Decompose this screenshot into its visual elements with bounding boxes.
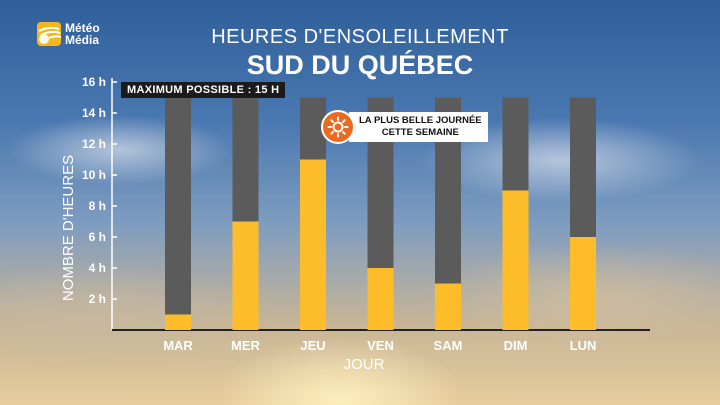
y-axis-label: NOMBRE D'HEURES [60, 155, 77, 301]
best-day-line-2: CETTE SEMAINE [381, 127, 459, 138]
sunshine-bar [232, 221, 259, 330]
sunshine-bar [367, 268, 394, 330]
x-axis-label: JOUR [344, 356, 385, 373]
sun-logo-icon [37, 22, 61, 46]
y-tick-label: 16 h [82, 75, 106, 89]
chart-title: HEURES D'ENSOLEILLEMENT [211, 26, 509, 48]
sunshine-bar [502, 190, 529, 330]
logo-line-2: Média [65, 33, 100, 47]
sunshine-bar [435, 283, 461, 330]
sunshine-bar [300, 159, 326, 330]
y-tick-label: 12 h [82, 137, 106, 151]
sunshine-bar [570, 237, 596, 330]
x-tick-label: MER [231, 338, 261, 353]
best-day-line-1: LA PLUS BELLE JOURNÉE [359, 115, 482, 126]
max-possible-bar [165, 97, 191, 330]
sun-icon [321, 110, 355, 144]
sunshine-bar [165, 314, 191, 330]
x-tick-label: SAM [434, 338, 463, 353]
y-tick-label: 14 h [82, 106, 106, 120]
best-day-callout: LA PLUS BELLE JOURNÉE CETTE SEMAINE [321, 110, 488, 144]
y-tick-label: 8 h [89, 199, 106, 213]
logo-line-1: Météo [65, 21, 100, 35]
y-tick-label: 6 h [89, 230, 106, 244]
y-tick-label: 10 h [82, 168, 106, 182]
y-tick-label: 2 h [89, 292, 106, 306]
meteomedia-logo: Météo Média [37, 22, 100, 46]
x-tick-label: LUN [570, 338, 597, 353]
chart-subtitle: SUD DU QUÉBEC [246, 50, 474, 80]
x-tick-label: MAR [163, 338, 193, 353]
x-tick-label: DIM [504, 338, 528, 353]
y-tick-label: 4 h [89, 261, 106, 275]
x-tick-label: JEU [300, 338, 325, 353]
max-possible-badge: MAXIMUM POSSIBLE : 15 H [121, 82, 286, 98]
x-tick-label: VEN [367, 338, 394, 353]
